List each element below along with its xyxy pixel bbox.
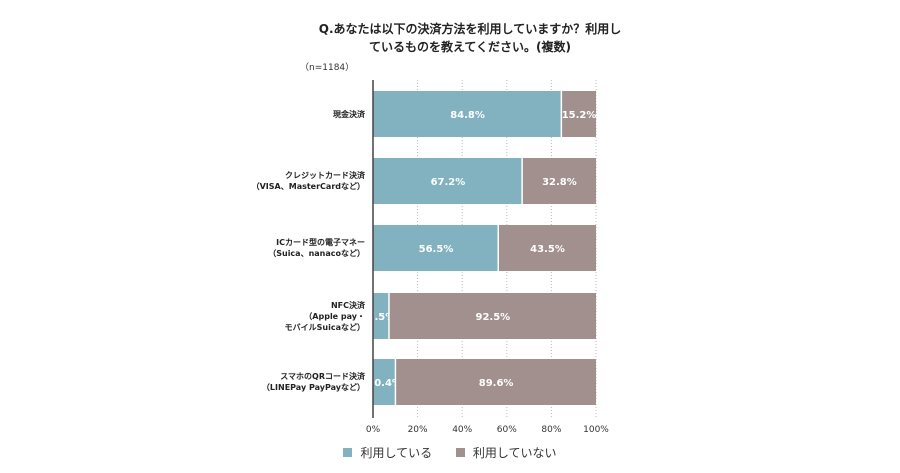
bar-used — [373, 158, 522, 204]
bar-not-used — [562, 91, 596, 137]
category-label: スマホのQRコード決済 （LINEPay PayPayなど） — [215, 371, 365, 393]
bar-used — [373, 91, 561, 137]
chart-title-line1: Q.あなたは以下の決済方法を利用していますか？利用し — [318, 22, 622, 36]
legend-label-used: 利用している — [360, 446, 433, 460]
legend-item-used: 利用している — [343, 444, 432, 461]
x-tick-label: 20% — [408, 425, 428, 435]
bar-label-not-used: 89.6% — [479, 378, 514, 389]
x-tick-label: 100% — [583, 425, 609, 435]
category-label: クレジットカード決済 （VISA、MasterCardなど） — [215, 170, 365, 192]
category-label-line: （Suica、nanacoなど） — [268, 249, 365, 258]
x-tick-label: 80% — [541, 425, 561, 435]
sample-size-label: （n=1184） — [300, 63, 355, 73]
category-label-line: 現金決済 — [333, 109, 365, 119]
chart-legend: 利用している 利用していない — [0, 444, 900, 461]
bar-used — [373, 225, 498, 271]
category-label: ICカード型の電子マネー （Suica、nanacoなど） — [215, 237, 365, 259]
category-label-line: モバイルSuicaなど） — [284, 322, 365, 332]
bar-label-used: 84.8% — [450, 110, 485, 121]
bar-not-used — [389, 293, 596, 339]
category-label-line: クレジットカード決済 — [285, 171, 365, 180]
bar-label-used: 67.2% — [431, 177, 466, 188]
legend-swatch-not-used — [455, 448, 465, 457]
bar-label-not-used: 32.8% — [542, 177, 577, 188]
bar-not-used — [498, 225, 596, 271]
category-label-line: （VISA、MasterCardなど） — [251, 182, 365, 191]
bar-used — [373, 293, 389, 339]
bar-label-not-used: 43.5% — [530, 244, 565, 255]
bar-label-not-used: 92.5% — [476, 312, 511, 323]
bar-label-used: 7.5% — [367, 312, 395, 323]
category-label-line: （LINEPay PayPayなど） — [261, 383, 365, 392]
category-label-line: NFC決済 — [330, 300, 365, 310]
chart-title-line2: ているものを教えてください。(複数) — [368, 40, 571, 54]
category-label-line: （Apple pay・ — [304, 311, 365, 321]
bar-label-used: 10.4% — [367, 378, 402, 389]
bar-label-used: 56.5% — [419, 244, 454, 255]
x-tick-label: 40% — [452, 425, 472, 435]
legend-swatch-used — [343, 448, 353, 457]
bar-used — [373, 359, 395, 405]
x-tick-label: 0% — [366, 425, 381, 435]
category-label: 現金決済 — [215, 109, 365, 120]
bar-not-used — [396, 359, 596, 405]
x-tick-label: 60% — [497, 425, 517, 435]
category-label-line: スマホのQRコード決済 — [280, 372, 365, 381]
category-label: NFC決済 （Apple pay・ モバイルSuicaなど） — [215, 300, 365, 333]
bar-label-not-used: 15.2% — [562, 110, 597, 121]
legend-label-not-used: 利用していない — [472, 446, 557, 460]
legend-item-not-used: 利用していない — [455, 444, 557, 461]
category-label-line: ICカード型の電子マネー — [276, 238, 365, 247]
bar-not-used — [522, 158, 596, 204]
